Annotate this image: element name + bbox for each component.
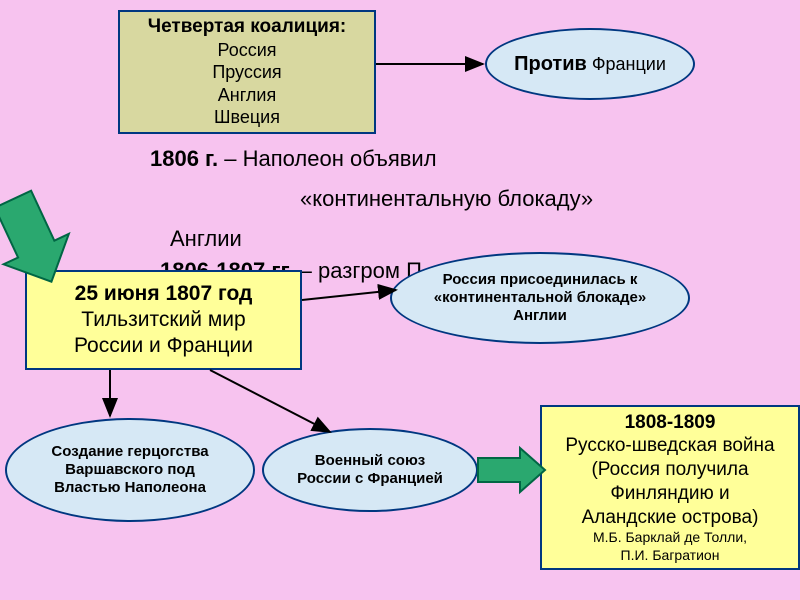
coalition-box: Четвертая коалиция: Россия Пруссия Англи… <box>118 10 376 134</box>
text-england: Англии <box>170 226 242 252</box>
warsaw-duchy-ellipse: Создание герцогства Варшавского под Влас… <box>5 418 255 522</box>
military-union-ellipse: Военный союз России с Францией <box>262 428 478 512</box>
block-arrow-right-icon <box>478 448 545 492</box>
tilsit-box: 25 июня 1807 год Тильзитский мир России … <box>25 270 302 370</box>
text-blockade: «континентальную блокаду» <box>300 186 593 212</box>
text-1806: 1806 г. – Наполеон объявил <box>150 146 437 172</box>
against-france-ellipse: Против Франции <box>485 28 695 100</box>
russo-swedish-box: 1808-1809 Русско-шведская война (Россия … <box>540 405 800 570</box>
russia-joined-ellipse: Россия присоединилась к «континентальной… <box>390 252 690 344</box>
